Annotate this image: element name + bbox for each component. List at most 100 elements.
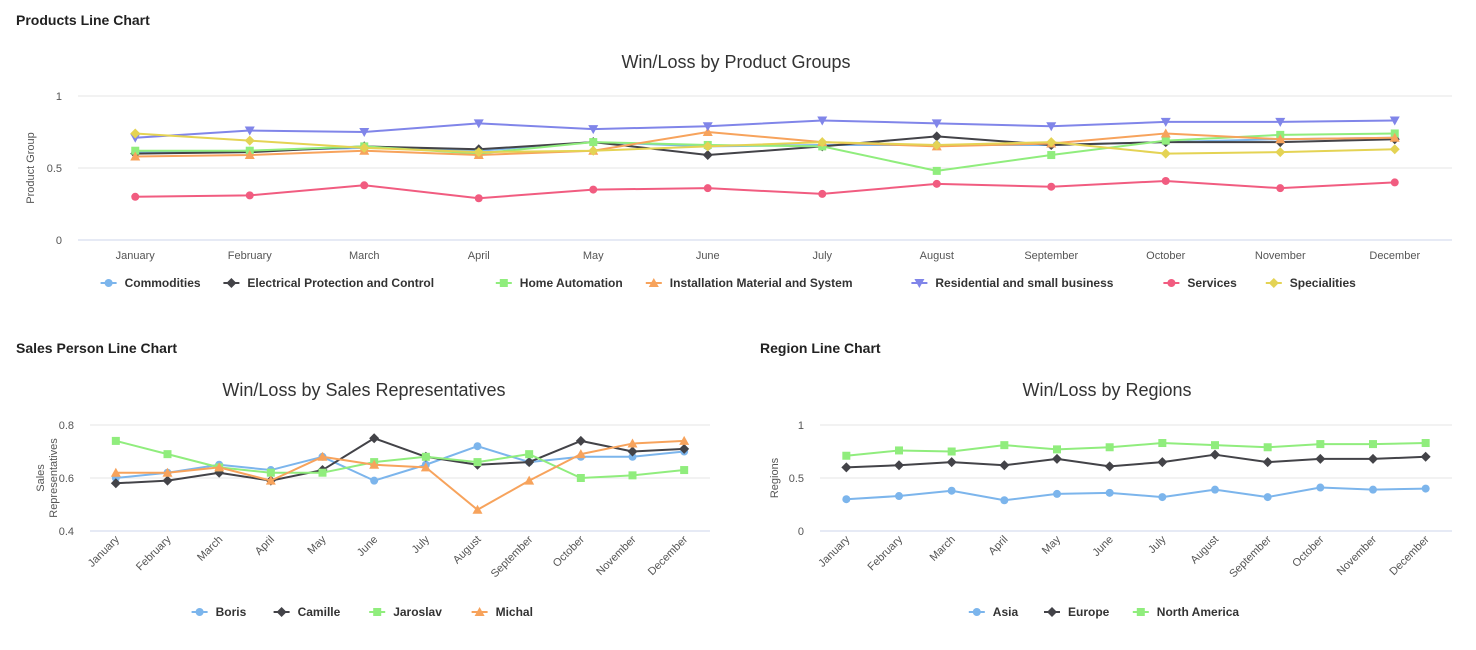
data-point xyxy=(214,462,225,472)
data-point xyxy=(931,119,942,129)
data-point xyxy=(244,126,255,136)
data-point xyxy=(1368,453,1378,464)
x-tick-label: June xyxy=(1090,534,1115,559)
data-point xyxy=(841,462,852,473)
x-tick-label: August xyxy=(1188,534,1221,567)
data-point xyxy=(1105,443,1114,452)
data-point xyxy=(703,184,712,193)
data-point xyxy=(842,495,851,504)
legend-symbol xyxy=(100,279,117,287)
legend-symbol xyxy=(968,608,985,616)
x-tick-label: April xyxy=(253,534,277,558)
y-axis-title-line: Sales xyxy=(35,464,47,492)
data-point xyxy=(1421,439,1430,448)
legend-item-camille: Camille xyxy=(273,605,341,619)
legend-label: Europe xyxy=(1068,605,1110,619)
legend-item-boris: Boris xyxy=(191,605,247,619)
x-tick-label: June xyxy=(696,250,720,262)
data-point xyxy=(1263,493,1272,502)
legend-symbol xyxy=(223,278,240,288)
legend: Asia Europe North America xyxy=(968,605,1239,619)
legend-symbol xyxy=(273,607,290,617)
data-point xyxy=(1105,488,1114,497)
data-point xyxy=(947,486,956,495)
data-point xyxy=(369,433,380,444)
data-point xyxy=(472,504,483,514)
data-point xyxy=(1390,178,1399,187)
products-section-title: Products Line Chart xyxy=(16,12,150,28)
x-tick-label: August xyxy=(451,534,484,567)
x-tick-label: July xyxy=(1146,533,1169,556)
data-point xyxy=(589,185,598,194)
data-point xyxy=(1211,441,1219,450)
data-point xyxy=(588,125,599,135)
data-point xyxy=(131,192,140,201)
data-point xyxy=(421,452,430,461)
data-point xyxy=(1104,461,1115,472)
legend-symbol xyxy=(1265,278,1282,288)
data-point xyxy=(266,468,275,477)
data-point xyxy=(1262,457,1273,468)
legend-item-north-america: North America xyxy=(1132,605,1239,619)
legend-marker xyxy=(104,279,113,287)
data-point xyxy=(360,181,369,190)
data-point xyxy=(589,138,598,147)
legend-label: Michal xyxy=(496,605,533,619)
legend-marker xyxy=(195,608,204,616)
legend: Boris Camille Jaroslav Michal xyxy=(191,605,533,619)
data-point xyxy=(1158,493,1167,502)
y-tick-label: 0.5 xyxy=(789,473,804,485)
data-point xyxy=(1421,484,1430,493)
data-point xyxy=(1369,440,1377,449)
data-point xyxy=(575,449,586,459)
legend-label: Electrical Protection and Control xyxy=(247,276,434,290)
data-point xyxy=(627,438,638,448)
legend-symbol xyxy=(191,608,208,616)
x-tick-label: December xyxy=(1369,250,1420,262)
legend-label: Services xyxy=(1187,276,1237,290)
data-point xyxy=(1275,147,1286,158)
data-point xyxy=(575,435,586,446)
legend-item-europe: Europe xyxy=(1044,605,1110,619)
legend-item-home-automation: Home Automation xyxy=(495,276,623,290)
data-point xyxy=(588,145,599,156)
data-point xyxy=(1161,176,1170,185)
x-tick-label: September xyxy=(1024,250,1078,262)
data-point xyxy=(842,451,851,460)
x-tick-label: October xyxy=(1146,250,1185,262)
x-tick-label: September xyxy=(1227,533,1274,580)
data-point xyxy=(817,116,828,126)
data-point xyxy=(1316,483,1325,492)
data-point xyxy=(627,446,638,457)
legend-label: Residential and small business xyxy=(935,276,1113,290)
x-tick-label: January xyxy=(816,533,853,570)
data-point xyxy=(1000,441,1009,450)
legend-label: Asia xyxy=(993,605,1019,619)
legend-symbol xyxy=(495,279,512,287)
data-point xyxy=(111,436,120,445)
data-point xyxy=(895,492,903,501)
series-line xyxy=(115,439,685,479)
data-point xyxy=(473,147,484,158)
legend-symbol xyxy=(1044,607,1060,617)
data-point xyxy=(1316,440,1325,449)
data-point xyxy=(947,447,956,456)
data-point xyxy=(1053,489,1061,498)
legend-marker xyxy=(1047,607,1057,617)
legend-marker xyxy=(972,608,981,616)
data-point xyxy=(1315,453,1326,464)
series-line xyxy=(135,132,1395,155)
series-residential-and-small-business xyxy=(130,116,1400,143)
data-point xyxy=(1389,132,1400,142)
data-point xyxy=(1053,445,1061,454)
data-point xyxy=(370,476,379,485)
x-tick-label: March xyxy=(195,534,225,564)
data-point xyxy=(318,468,327,477)
series-line xyxy=(846,453,1426,469)
x-tick-label: May xyxy=(305,533,329,557)
data-point xyxy=(1275,117,1286,127)
x-tick-label: November xyxy=(1335,533,1380,578)
series-europe xyxy=(841,449,1431,473)
data-point xyxy=(110,467,121,477)
series-line xyxy=(135,179,1395,200)
